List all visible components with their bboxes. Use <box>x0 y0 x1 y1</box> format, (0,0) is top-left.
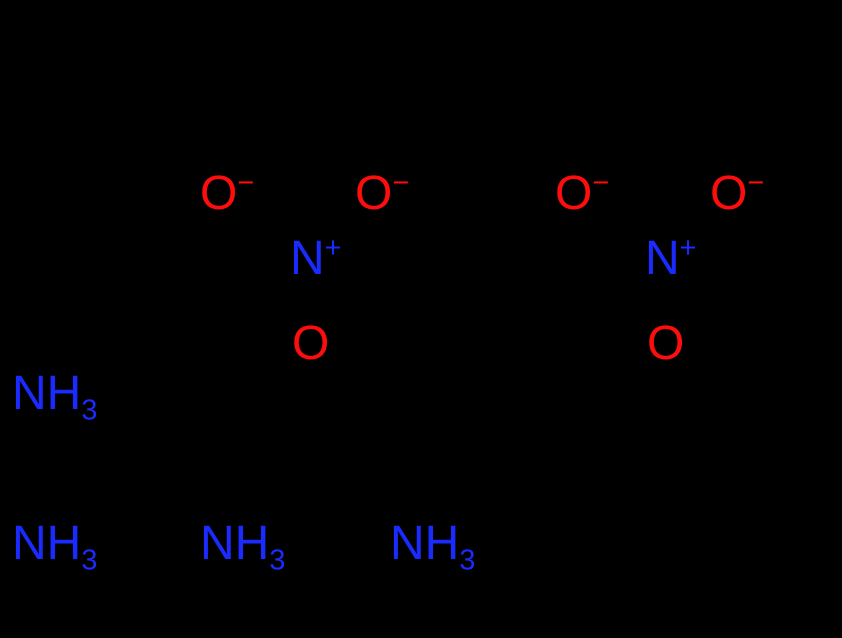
atom-symbol: O <box>647 317 684 370</box>
atom-symbol: NH <box>200 517 269 570</box>
atom-symbol: O <box>200 167 237 220</box>
nitrate2-o-dbl: O <box>647 320 684 368</box>
atom-count: 3 <box>81 395 97 427</box>
atom-charge: − <box>747 167 764 199</box>
atom-charge: + <box>325 232 342 264</box>
nitrate2-o-left: O− <box>555 170 609 218</box>
atom-charge: + <box>680 232 697 264</box>
atom-charge: − <box>392 167 409 199</box>
ammonia-1: NH3 <box>12 370 97 418</box>
atom-symbol: N <box>290 232 325 285</box>
chemical-structure-canvas: Pt2+ O− O− N+ O O− O− N+ O NH3 NH3 NH3 N… <box>0 0 842 638</box>
nitrate2-n: N+ <box>645 235 697 283</box>
nitrate1-o-left: O− <box>200 170 254 218</box>
nitrate1-o-dbl: O <box>292 320 329 368</box>
atom-symbol: O <box>555 167 592 220</box>
nitrate1-o-right: O− <box>355 170 409 218</box>
atom-count: 3 <box>459 545 475 577</box>
atom-charge: − <box>237 167 254 199</box>
atom-count: 3 <box>81 545 97 577</box>
ammonia-3: NH3 <box>200 520 285 568</box>
atom-symbol: O <box>292 317 329 370</box>
atom-pt: Pt2+ <box>8 8 86 56</box>
atom-symbol: NH <box>12 367 81 420</box>
ammonia-4: NH3 <box>390 520 475 568</box>
atom-symbol: NH <box>390 517 459 570</box>
nitrate1-n: N+ <box>290 235 342 283</box>
atom-symbol: NH <box>12 517 81 570</box>
atom-count: 3 <box>269 545 285 577</box>
ammonia-2: NH3 <box>12 520 97 568</box>
atom-symbol: O <box>355 167 392 220</box>
nitrate2-o-right: O− <box>710 170 764 218</box>
atom-charge: − <box>592 167 609 199</box>
atom-pt-charge: 2+ <box>53 5 86 37</box>
atom-symbol: O <box>710 167 747 220</box>
atom-symbol: N <box>645 232 680 285</box>
atom-pt-symbol: Pt <box>8 5 53 58</box>
